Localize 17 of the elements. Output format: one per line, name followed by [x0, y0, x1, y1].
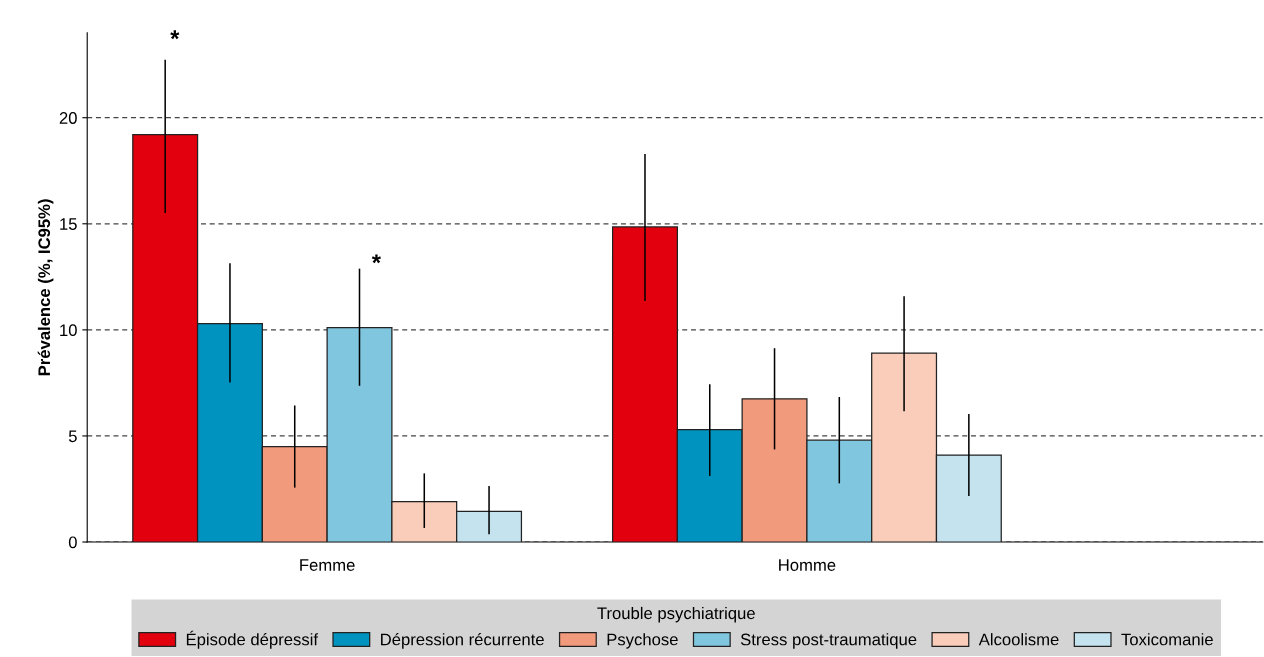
legend-label: Alcoolisme	[978, 633, 1059, 646]
y-tick-label: 5	[68, 430, 77, 443]
legend-label: Épisode dépressif	[186, 630, 319, 649]
legend-title: Trouble psychiatrique	[597, 606, 755, 623]
annotation: *	[170, 30, 180, 40]
y-tick-label: 0	[68, 536, 77, 549]
y-axis-title: Prévalence (%, IC95%)	[37, 199, 54, 376]
legend-label: Stress post-traumatique	[740, 633, 917, 649]
y-tick-label: 20	[59, 112, 77, 124]
legend-label: Toxicomanie	[1121, 633, 1213, 646]
x-tick-label: Femme	[300, 559, 355, 571]
y-tick-label: 15	[60, 218, 77, 230]
legend-label: Dépression récurrente	[381, 632, 544, 649]
y-tick-label: 10	[60, 324, 77, 337]
legend-label: Psychose	[607, 633, 678, 649]
x-tick-label: Homme	[779, 559, 836, 571]
annotation: *	[371, 254, 381, 264]
